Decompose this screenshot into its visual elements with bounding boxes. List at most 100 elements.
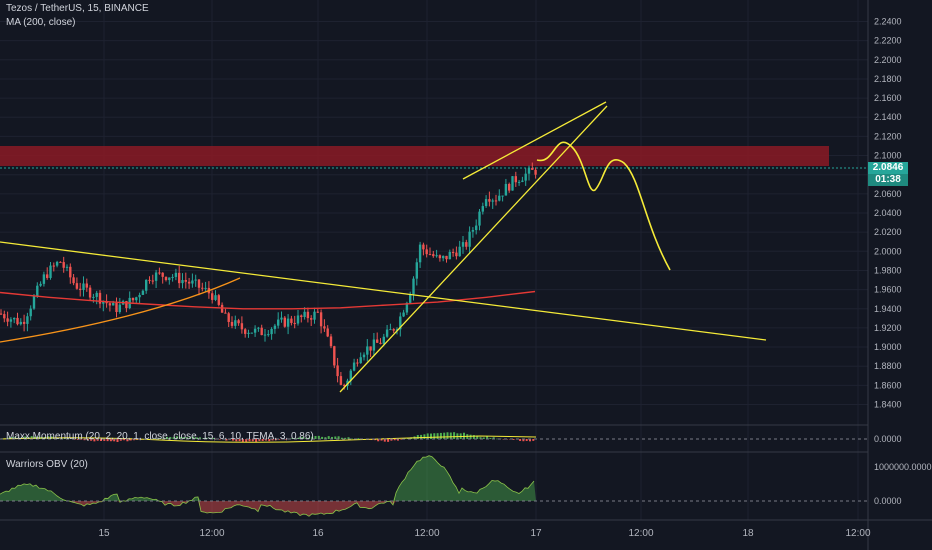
momentum-bar bbox=[347, 437, 350, 439]
momentum-bar bbox=[377, 439, 380, 442]
candle-body bbox=[85, 283, 88, 288]
candle-body bbox=[181, 280, 184, 284]
momentum-bar bbox=[202, 438, 205, 439]
candle-body bbox=[313, 311, 316, 320]
candle-body bbox=[306, 311, 310, 319]
candle-body bbox=[369, 346, 372, 351]
bar-countdown: 01:38 bbox=[868, 174, 908, 186]
time-tick-label: 18 bbox=[742, 528, 754, 539]
candle-body bbox=[49, 265, 52, 278]
candle-body bbox=[432, 254, 435, 257]
candle-body bbox=[95, 292, 98, 297]
candle-body bbox=[224, 312, 227, 314]
momentum-bar bbox=[446, 432, 449, 439]
candle-body bbox=[296, 315, 300, 324]
momentum-bar bbox=[472, 435, 475, 439]
resistance-zone bbox=[0, 146, 829, 166]
momentum-bar bbox=[232, 439, 234, 441]
momentum-bar bbox=[63, 437, 66, 439]
ma-200-line bbox=[0, 290, 536, 310]
candle-body bbox=[194, 279, 197, 281]
candle-body bbox=[88, 287, 92, 298]
candle-body bbox=[204, 287, 207, 289]
candle-body bbox=[148, 279, 151, 281]
momentum-bar bbox=[324, 437, 327, 439]
momentum-bar bbox=[205, 437, 208, 439]
momentum-bar bbox=[241, 439, 244, 442]
momentum-bar bbox=[433, 433, 436, 439]
momentum-bar bbox=[93, 439, 96, 442]
momentum-bar bbox=[387, 439, 390, 442]
candle-body bbox=[141, 290, 145, 295]
momentum-bar bbox=[317, 435, 320, 439]
candle-body bbox=[435, 255, 438, 257]
momentum-bar bbox=[436, 433, 439, 439]
time-tick-label: 16 bbox=[312, 528, 324, 539]
momentum-legend[interactable]: Maxx Momentum (20, 2, 20, 1, close, clos… bbox=[6, 431, 314, 442]
candle-body bbox=[465, 242, 468, 247]
candle-body bbox=[438, 255, 442, 259]
candle-body bbox=[392, 329, 395, 331]
momentum-bar bbox=[291, 438, 294, 439]
momentum-bar bbox=[496, 438, 498, 440]
momentum-bar bbox=[393, 439, 396, 441]
candle-body bbox=[293, 322, 296, 324]
candle-body bbox=[389, 329, 392, 331]
momentum-bar bbox=[337, 436, 340, 439]
candle-body bbox=[168, 277, 171, 281]
price-tick-label: 1.9400 bbox=[874, 304, 902, 314]
candle-body bbox=[65, 266, 69, 268]
price-tick-label: 1.9800 bbox=[874, 265, 902, 275]
momentum-bar bbox=[14, 436, 17, 439]
candle-body bbox=[303, 311, 306, 318]
momentum-bar bbox=[179, 436, 182, 439]
momentum-bar bbox=[113, 439, 116, 442]
descending-trendline bbox=[0, 241, 767, 341]
candle-body bbox=[316, 311, 319, 313]
momentum-bar bbox=[90, 439, 93, 441]
candle-body bbox=[55, 261, 59, 266]
candle-body bbox=[3, 314, 6, 319]
candle-body bbox=[504, 183, 508, 196]
time-tick-label: 12:00 bbox=[414, 528, 439, 539]
candle-body bbox=[102, 301, 105, 304]
candle-body bbox=[458, 246, 461, 257]
momentum-histogram bbox=[0, 432, 537, 443]
candle-body bbox=[343, 384, 346, 386]
momentum-bar bbox=[383, 439, 386, 442]
obv-legend[interactable]: Warriors OBV (20) bbox=[6, 459, 88, 470]
candle-body bbox=[339, 376, 343, 385]
candle-body bbox=[494, 200, 498, 202]
candle-body bbox=[366, 346, 369, 355]
symbol-legend[interactable]: Tezos / TetherUS, 15, BINANCE bbox=[6, 3, 149, 14]
momentum-bar bbox=[10, 437, 13, 439]
candle-body bbox=[237, 320, 240, 324]
obv-positive-area bbox=[0, 455, 536, 501]
candle-body bbox=[79, 288, 82, 290]
candle-body bbox=[158, 272, 161, 274]
momentum-bar bbox=[172, 437, 175, 439]
ma-legend[interactable]: MA (200, close) bbox=[6, 17, 76, 28]
momentum-bar bbox=[357, 438, 360, 439]
price-tick-label: 2.0200 bbox=[874, 227, 902, 237]
candle-body bbox=[399, 316, 402, 330]
candle-body bbox=[484, 199, 488, 207]
momentum-bar bbox=[133, 439, 135, 441]
momentum-bar bbox=[486, 436, 489, 439]
candle-body bbox=[468, 231, 471, 247]
price-tick-label: 2.1000 bbox=[874, 151, 902, 161]
price-tick-label: 2.2400 bbox=[874, 16, 902, 26]
candle-body bbox=[445, 255, 448, 260]
momentum-bar bbox=[294, 437, 297, 439]
candle-body bbox=[16, 317, 19, 325]
candle-body bbox=[250, 332, 253, 334]
momentum-bar bbox=[225, 439, 228, 441]
obv-line bbox=[0, 455, 535, 517]
candle-body bbox=[0, 313, 3, 315]
momentum-bar bbox=[67, 437, 69, 439]
candle-body bbox=[75, 283, 79, 289]
momentum-bar bbox=[103, 439, 106, 441]
momentum-bar bbox=[185, 437, 188, 439]
candle-body bbox=[187, 281, 191, 284]
